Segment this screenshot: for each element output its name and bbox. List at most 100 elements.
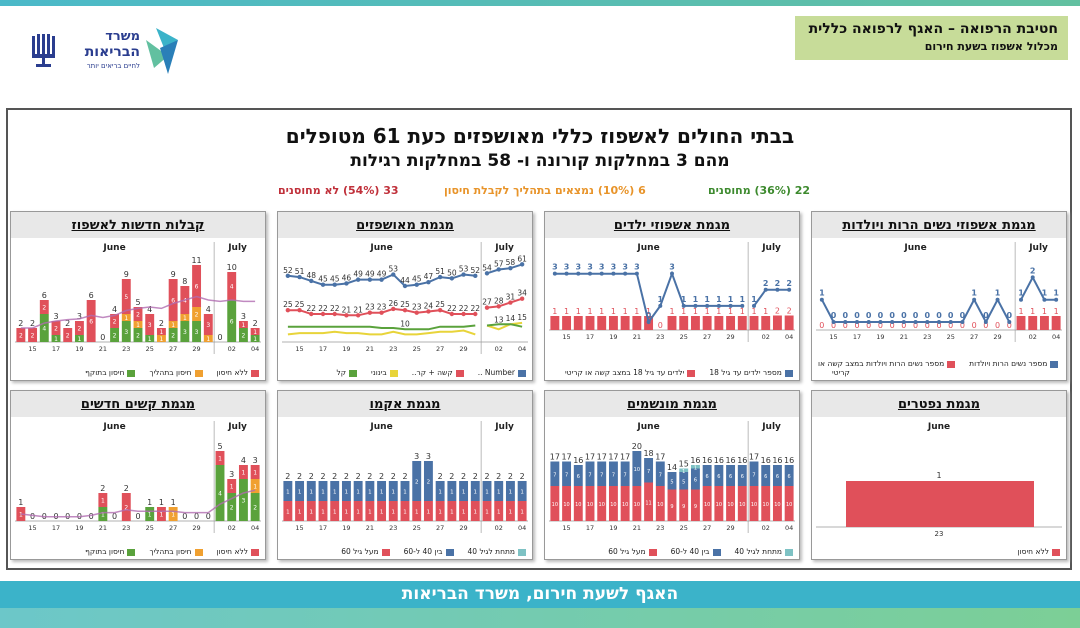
series-point [611,271,616,276]
bar-total-label: 3 [241,312,246,321]
bar-segment [306,481,316,501]
series-point-label: 0 [913,311,919,320]
bar-label: 0 [913,321,918,330]
bar-total-label: 17 [608,453,618,462]
bar-segment-label: 2 [253,505,257,512]
bar-segment-label: 6 [729,474,732,480]
bar-segment-label: 2 [54,326,58,333]
bar-segment [180,314,190,321]
legend-item: חיסון בתוקף [85,368,136,377]
x-tick-label: 02 [1029,333,1037,341]
bar-segment-label: 6 [741,474,744,480]
logo-line-1: משרד [105,29,140,44]
bar-segment-label: 9 [694,504,697,510]
series-point-label: 25 [283,300,293,309]
ministry-logo: משרד הבריאות לחיים בריאים יותר [28,26,188,76]
legend-item: ללא חיסון [217,547,259,556]
bar-segment-label: 5 [670,479,673,485]
panel-deaths: מגמת נפטרים June 1 23 ללא חיסון [811,390,1067,560]
bar-total-label: 5 [217,442,222,451]
series-point-label: 0 [878,311,884,320]
bar-segment [377,501,387,521]
series-point [878,320,883,324]
bar-label: 0 [819,321,824,330]
legend-label: מעל גיל 60 [608,547,646,556]
legend-new-admissions: ללא חיסון חיסון בתהליך חיסון בתוקף [17,368,259,377]
x-tick-label: 04 [785,333,793,341]
series-point-label: 22 [447,304,457,313]
bar-segment [203,335,213,342]
bar-segment-label: 1 [253,484,257,491]
series-point [925,320,930,324]
bar-segment-label: 10 [587,502,593,508]
bar-segment [227,300,237,342]
x-tick-label: 04 [785,524,793,532]
bar-segment-label: 6 [230,319,234,326]
legend-label: חיסון בתהליך [149,547,192,556]
bar-segment-label: 6 [717,474,720,480]
bar-total-label: 2 [100,484,105,493]
bar-label: 1 [552,307,557,316]
bar-segment [388,481,398,501]
bar-label: 1 [740,307,745,316]
legend-label: ללא חיסון [1017,547,1049,556]
series-point [355,277,361,282]
bar-segment [749,461,759,486]
bar-total-label: 0 [100,333,105,342]
bar-label: 1 [728,307,733,316]
bar-segment [250,493,260,521]
x-tick-label: 17 [586,524,594,532]
bar-segment-label: 7 [588,472,591,478]
bar-segment [655,461,665,486]
bar-segment [365,501,375,521]
bar-total-label: 16 [784,456,794,465]
series-point-label: 0 [983,311,989,320]
bar-segment [749,486,759,521]
legend-label: מתחת לגיל 40 [467,547,515,556]
bar-segment [435,501,445,521]
bar-segment [517,481,527,501]
legend-label: בינוני [371,368,387,377]
series-point-label: 0 [924,311,930,320]
x-tick-label: 27 [169,345,177,353]
bar-total-label: 15 [679,460,689,469]
x-tick-label: 29 [459,524,467,532]
bar-total-label: 3 [253,456,258,465]
series-point-label: 1 [751,295,757,304]
series-point-label: 10 [400,319,410,328]
footer-banner: האגף לשעת חירום, משרד הבריאות [0,581,1080,608]
bar-segment [168,279,178,321]
series-point [496,304,501,309]
bar-segment-label: 1 [253,470,257,477]
series-point-label: 51 [435,267,445,276]
series-point [402,283,408,289]
x-tick-label: 04 [518,524,526,532]
bar-segment-label: 1 [403,490,407,496]
bar-segment [784,486,794,521]
x-tick-label: 02 [495,345,503,353]
bar-segment-label: 1 [392,490,396,496]
bar-segment [761,486,771,521]
bar-segment [714,465,724,486]
x-tick-label: 02 [762,524,770,532]
bar-segment [63,328,73,342]
bar-total-label: 2 [285,472,290,481]
series-point [960,320,965,324]
series-point-label: 1 [681,295,687,304]
panel-new-admissions: קבלות חדשות לאשפוז June July 2 2 2 2 4 2 6 1 2 3 2 2 1… [10,211,266,381]
series-point-label: 1 [971,289,977,298]
x-tick-label: 19 [609,524,617,532]
bar-segment-label: 2 [124,505,128,512]
series-point-label: 2 [763,279,769,288]
legend-swatch [455,369,464,377]
bar-segment-label: 1 [171,322,175,329]
bar-segment-label: 10 [763,502,769,508]
bar-segment-label: 3 [195,329,199,336]
bar-segment-label: 1 [298,490,302,496]
bar-segment-label: 1 [321,510,325,516]
bar-segment-label: 1 [101,512,105,519]
bar-total-label: 3 [426,452,431,461]
legend-label: Number .. [477,368,515,377]
bar-segment [145,335,155,342]
